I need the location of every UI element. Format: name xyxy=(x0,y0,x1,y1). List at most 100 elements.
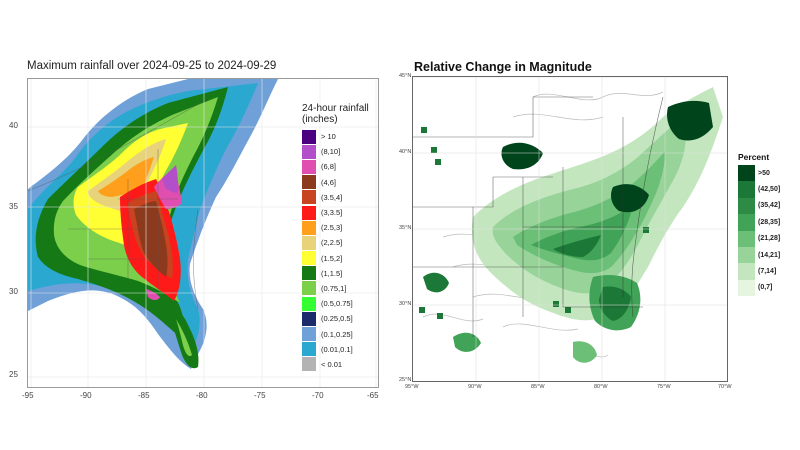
rainfall-legend-item: (2,2.5] xyxy=(302,235,382,250)
lon-tick-75w: 75°W xyxy=(657,384,671,390)
x-tick-85: -85 xyxy=(138,391,150,400)
rainfall-legend-item: (1.5,2] xyxy=(302,251,382,266)
rainfall-legend-item: (0.5,0.75] xyxy=(302,296,382,311)
rainfall-legend-item: (0.01,0.1] xyxy=(302,342,382,357)
lon-tick-95w: 95°W xyxy=(405,384,419,390)
lon-tick-80w: 80°W xyxy=(594,384,608,390)
rainfall-legend-label: (0.1,0.25] xyxy=(321,329,353,339)
rainfall-legend-swatch xyxy=(302,159,316,174)
x-tick-95: -95 xyxy=(22,391,34,400)
lon-tick-85w: 85°W xyxy=(531,384,545,390)
rainfall-legend-swatch xyxy=(302,251,316,266)
lat-tick-30n: 30°N xyxy=(399,301,412,307)
percent-legend-item: (21,28] xyxy=(738,230,798,247)
percent-legend-item: (7,14] xyxy=(738,263,798,280)
rainfall-legend-label: (0.25,0.5] xyxy=(321,314,353,324)
rainfall-legend-item: (4,6] xyxy=(302,175,382,190)
percent-legend-label: (42,50] xyxy=(758,186,781,194)
percent-legend-swatch xyxy=(738,165,755,182)
x-tick-70: -70 xyxy=(312,391,324,400)
rainfall-legend-item: (0.1,0.25] xyxy=(302,326,382,342)
percent-legend-item: (0,7] xyxy=(738,279,798,297)
rainfall-legend-swatch xyxy=(302,190,316,205)
percent-legend-label: (21,28] xyxy=(758,235,781,243)
percent-legend: Percent >50 (42,50] (35,42] (28,35] (21,28] (… xyxy=(738,152,798,297)
rainfall-legend-label: (2,2.5] xyxy=(321,238,343,248)
rainfall-legend-swatch xyxy=(302,357,316,372)
change-map-graphic xyxy=(413,76,727,381)
rainfall-legend-swatch xyxy=(302,327,316,342)
percent-legend-item: (14,21] xyxy=(738,246,798,264)
rainfall-legend-label: > 10 xyxy=(321,132,336,142)
rainfall-legend-label: < 0.01 xyxy=(321,359,343,369)
rainfall-legend-label: (0.01,0.1] xyxy=(321,344,353,354)
percent-legend-swatch xyxy=(738,197,755,215)
percent-legend-items: >50 (42,50] (35,42] (28,35] (21,28] (14,21] (7… xyxy=(738,165,798,297)
change-map xyxy=(412,76,728,382)
rainfall-legend-swatch xyxy=(302,296,316,311)
x-tick-80: -80 xyxy=(196,391,208,400)
percent-legend-swatch xyxy=(738,214,755,231)
rainfall-legend-swatch xyxy=(302,205,316,220)
lat-tick-25n: 25°N xyxy=(399,377,412,383)
rainfall-legend-label: (3,3.5] xyxy=(321,208,343,218)
percent-legend-label: (0,7] xyxy=(758,284,773,292)
rainfall-legend-label: (3.5,4] xyxy=(321,192,343,202)
lat-tick-40n: 40°N xyxy=(399,149,412,155)
lat-tick-35n: 35°N xyxy=(399,225,412,231)
rainfall-legend-title-line2: (inches) xyxy=(302,114,338,125)
rainfall-legend-label: (0.75,1] xyxy=(321,283,347,293)
y-tick-25: 25 xyxy=(9,370,18,379)
right-map-title: Relative Change in Magnitude xyxy=(414,60,592,74)
percent-legend-swatch xyxy=(738,279,755,297)
rainfall-legend: 24-hour rainfall (inches) > 10 (8,10] (6,8… xyxy=(302,103,382,372)
rainfall-legend-item: (1,1.5] xyxy=(302,266,382,281)
rainfall-legend-swatch xyxy=(302,311,316,326)
rainfall-map xyxy=(27,78,379,388)
rainfall-legend-label: (4,6] xyxy=(321,177,337,187)
percent-legend-label: (35,42] xyxy=(758,202,781,210)
y-tick-30: 30 xyxy=(9,287,18,296)
rainfall-legend-swatch xyxy=(302,220,316,235)
percent-legend-title: Percent xyxy=(738,152,770,162)
rainfall-legend-swatch xyxy=(302,235,316,250)
rainfall-legend-label: (2.5,3] xyxy=(321,223,343,233)
percent-legend-swatch xyxy=(738,181,755,198)
rainfall-legend-swatch xyxy=(302,175,316,190)
percent-legend-label: >50 xyxy=(758,169,770,177)
percent-legend-label: (7,14] xyxy=(758,268,777,276)
rainfall-legend-label: (0.5,0.75] xyxy=(321,299,353,309)
y-tick-40: 40 xyxy=(9,121,18,130)
rainfall-legend-swatch xyxy=(302,144,316,159)
rainfall-legend-swatch xyxy=(302,281,316,296)
percent-legend-label: (28,35] xyxy=(758,218,781,226)
rainfall-legend-item: (3.5,4] xyxy=(302,190,382,205)
rainfall-legend-label: (8,10] xyxy=(321,147,341,157)
rainfall-legend-label: (6,8] xyxy=(321,162,337,172)
rainfall-legend-item: (2.5,3] xyxy=(302,220,382,235)
x-tick-90: -90 xyxy=(80,391,92,400)
percent-legend-label: (14,21] xyxy=(758,251,781,259)
rainfall-map-graphic xyxy=(27,79,378,387)
lon-tick-70w: 70°W xyxy=(718,384,732,390)
rainfall-legend-items: > 10 (8,10] (6,8] (4,6] (3.5,4] (3,3.5] (2.5,3… xyxy=(302,129,382,372)
rainfall-legend-swatch xyxy=(302,342,316,357)
rainfall-legend-item: (0.25,0.5] xyxy=(302,311,382,326)
rainfall-legend-swatch xyxy=(302,129,316,144)
lon-tick-90w: 90°W xyxy=(468,384,482,390)
x-tick-75: -75 xyxy=(254,391,266,400)
percent-legend-item: (35,42] xyxy=(738,197,798,215)
x-tick-65: -65 xyxy=(367,391,379,400)
rainfall-legend-item: (0.75,1] xyxy=(302,281,382,296)
rainfall-legend-title-line1: 24-hour rainfall xyxy=(302,103,369,114)
rainfall-legend-item: (6,8] xyxy=(302,159,382,174)
rainfall-legend-item: (3,3.5] xyxy=(302,205,382,220)
left-map-title: Maximum rainfall over 2024-09-25 to 2024… xyxy=(27,60,277,72)
y-tick-35: 35 xyxy=(9,202,18,211)
percent-legend-swatch xyxy=(738,263,755,280)
percent-legend-item: (42,50] xyxy=(738,181,798,198)
rainfall-legend-item: > 10 xyxy=(302,129,382,144)
percent-legend-swatch xyxy=(738,230,755,247)
rainfall-legend-label: (1,1.5] xyxy=(321,268,343,278)
percent-legend-swatch xyxy=(738,246,755,264)
